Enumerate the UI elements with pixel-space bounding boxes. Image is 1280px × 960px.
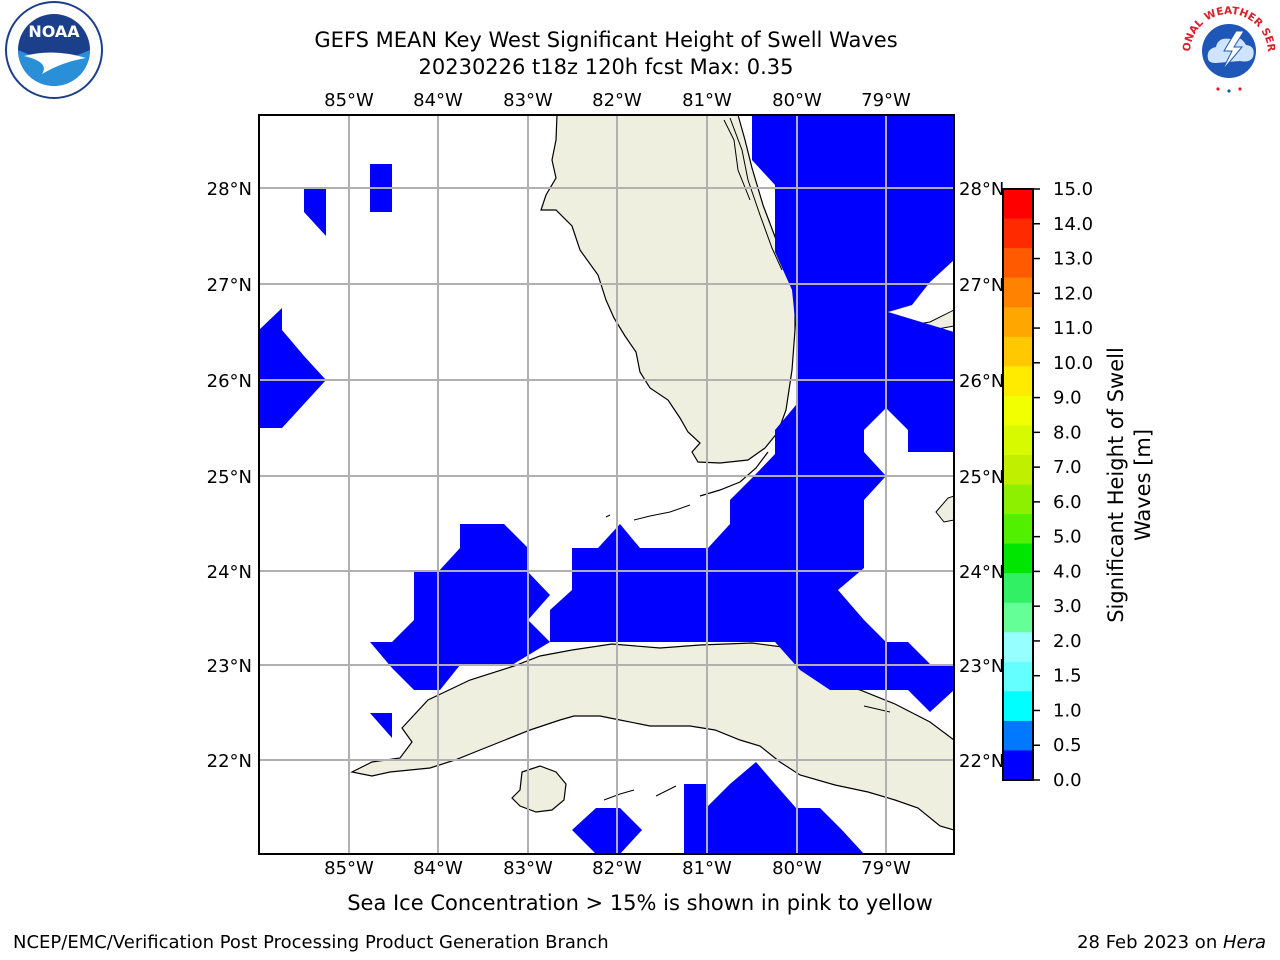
colorbar-tick-label: 10.0 <box>1053 353 1093 374</box>
colorbar-segment <box>1003 454 1033 486</box>
colorbar-segment <box>1003 514 1033 545</box>
swell-region-atlantic <box>550 115 954 712</box>
gridlines <box>259 115 954 854</box>
colorbar-tick-label: 2.0 <box>1053 631 1082 652</box>
colorbar-label-line2: Waves [m] <box>1131 429 1155 541</box>
colorbar-segment <box>1003 425 1033 456</box>
colorbar-segment <box>1003 218 1033 249</box>
lon-label-bottom: 79°W <box>861 858 911 879</box>
lon-label-top: 82°W <box>592 90 642 111</box>
lon-label-bottom: 80°W <box>772 858 822 879</box>
lat-label-right: 28°N <box>959 179 1004 200</box>
lat-label-right: 23°N <box>959 656 1004 677</box>
colorbar-tick-label: 1.0 <box>1053 700 1082 721</box>
lon-label-top: 84°W <box>413 90 463 111</box>
swell-region-central <box>370 524 550 690</box>
colorbar-segment <box>1003 366 1033 397</box>
lon-label-top: 80°W <box>772 90 822 111</box>
colorbar-segment <box>1003 543 1033 574</box>
colorbar-tick-label: 15.0 <box>1053 179 1093 200</box>
swell-region-west <box>259 308 326 428</box>
lon-label-top: 85°W <box>324 90 374 111</box>
lat-label-left: 27°N <box>207 275 252 296</box>
lat-label-right: 24°N <box>959 562 1004 583</box>
swell-fill-layer <box>259 115 954 854</box>
colorbar-segment <box>1003 248 1033 279</box>
colorbar-tick-label: 0.0 <box>1053 770 1082 791</box>
colorbar-tick-label: 14.0 <box>1053 214 1093 235</box>
colorbar-tick-label: 5.0 <box>1053 527 1082 548</box>
chart-subtitle: 20230226 t18z 120h fcst Max: 0.35 <box>418 55 794 79</box>
colorbar-segment <box>1003 277 1033 308</box>
colorbar-segment <box>1003 691 1033 722</box>
colorbar-segment <box>1003 750 1033 781</box>
map-frame <box>258 114 955 855</box>
lon-label-top: 83°W <box>503 90 553 111</box>
footer-host: Hera <box>1222 932 1266 953</box>
colorbar-segment <box>1003 632 1033 663</box>
lat-label-right: 26°N <box>959 371 1004 392</box>
colorbar-frame <box>1002 188 1034 781</box>
swell-region-south-b <box>684 762 864 854</box>
colorbar-segment <box>1003 661 1033 692</box>
lat-label-right: 27°N <box>959 275 1004 296</box>
lat-label-left: 22°N <box>207 751 252 772</box>
colorbar-segment <box>1003 720 1033 752</box>
noaa-logo: NOAA <box>5 1 103 99</box>
colorbar-segments <box>1003 189 1033 781</box>
lon-label-top: 81°W <box>682 90 732 111</box>
swell-square-c <box>370 713 392 738</box>
lat-label-left: 25°N <box>207 467 252 488</box>
colorbar-ticks: 15.0 14.0 13.0 12.0 11.0 10.0 9.0 8.0 7.0 6.0 5.0 4… <box>1033 179 1093 791</box>
footer-date-text: 28 Feb 2023 on <box>1077 932 1223 953</box>
sea-ice-note: Sea Ice Concentration > 15% is shown in … <box>347 891 933 915</box>
colorbar-segment <box>1003 484 1033 515</box>
colorbar-segment <box>1003 573 1033 604</box>
lat-label-left: 26°N <box>207 371 252 392</box>
lat-label-left: 28°N <box>207 179 252 200</box>
colorbar-tick-label: 7.0 <box>1053 457 1082 478</box>
lon-label-bottom: 81°W <box>682 858 732 879</box>
colorbar-tick-label: 4.0 <box>1053 561 1082 582</box>
lon-label-bottom: 82°W <box>592 858 642 879</box>
colorbar: 15.0 14.0 13.0 12.0 11.0 10.0 9.0 8.0 7.0 6.0 5.0 4… <box>1002 179 1155 791</box>
land-layer <box>350 115 954 831</box>
lon-label-bottom: 84°W <box>413 858 463 879</box>
colorbar-segment <box>1003 602 1033 633</box>
lon-label-bottom: 85°W <box>324 858 374 879</box>
colorbar-tick-label: 6.0 <box>1053 492 1082 513</box>
colorbar-segment <box>1003 395 1033 426</box>
lat-label-right: 22°N <box>959 751 1004 772</box>
footer-credit: NCEP/EMC/Verification Post Processing Pr… <box>13 932 609 953</box>
swell-square-b <box>304 188 326 236</box>
lon-label-top: 79°W <box>861 90 911 111</box>
nws-logo: NATIONAL WEATHER SERVICE <box>1178 1 1277 97</box>
colorbar-tick-label: 13.0 <box>1053 249 1093 270</box>
footer-date: 28 Feb 2023 on Hera <box>1077 932 1266 953</box>
land-cuba <box>350 642 954 831</box>
colorbar-segment <box>1003 189 1033 220</box>
colorbar-tick-label: 11.0 <box>1053 318 1093 339</box>
lat-label-left: 23°N <box>207 656 252 677</box>
chart-title: GEFS MEAN Key West Significant Height of… <box>314 28 898 52</box>
lon-label-bottom: 83°W <box>503 858 553 879</box>
land-isle-of-youth <box>511 765 567 813</box>
lat-label-right: 25°N <box>959 467 1004 488</box>
colorbar-tick-label: 1.5 <box>1053 666 1082 687</box>
colorbar-label-line1: Significant Height of Swell <box>1104 347 1128 623</box>
swell-region-south-a <box>572 808 642 854</box>
noaa-logo-text: NOAA <box>28 22 80 41</box>
colorbar-tick-label: 12.0 <box>1053 283 1093 304</box>
colorbar-tick-label: 8.0 <box>1053 422 1082 443</box>
lat-label-left: 24°N <box>207 562 252 583</box>
colorbar-tick-label: 9.0 <box>1053 388 1082 409</box>
colorbar-tick-label: 0.5 <box>1053 735 1082 756</box>
colorbar-tick-label: 3.0 <box>1053 596 1082 617</box>
colorbar-segment <box>1003 336 1033 367</box>
map-plot-area <box>259 115 954 854</box>
colorbar-segment <box>1003 307 1033 338</box>
